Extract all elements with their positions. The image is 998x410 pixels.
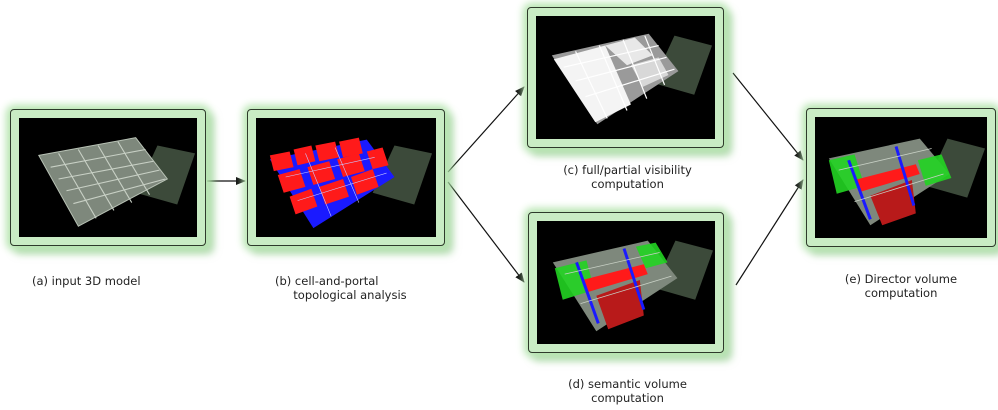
caption-e: (e) Director volume computation (844, 272, 958, 300)
arrow-b-to-c (447, 86, 525, 173)
render-semantic-volume (537, 221, 715, 344)
panel-director-volume (806, 108, 996, 247)
render-visibility (536, 16, 715, 139)
render-director-volume (815, 117, 987, 238)
render-input-model (19, 118, 197, 237)
panel-cell-portal (247, 109, 445, 246)
caption-a: (a) input 3D model (32, 274, 141, 288)
caption-b: (b) cell-and-portal topological analysis (275, 274, 407, 302)
panel-input-model (10, 109, 206, 246)
arrow-b-to-d (447, 181, 525, 283)
caption-c: (c) full/partial visibility computation (563, 163, 692, 191)
panel-visibility (527, 7, 724, 148)
arrow-c-to-e (732, 72, 804, 161)
caption-d: (d) semantic volume computation (568, 377, 687, 405)
arrow-d-to-e (735, 179, 804, 286)
panel-semantic-volume (528, 212, 724, 353)
render-cell-portal (256, 118, 436, 237)
